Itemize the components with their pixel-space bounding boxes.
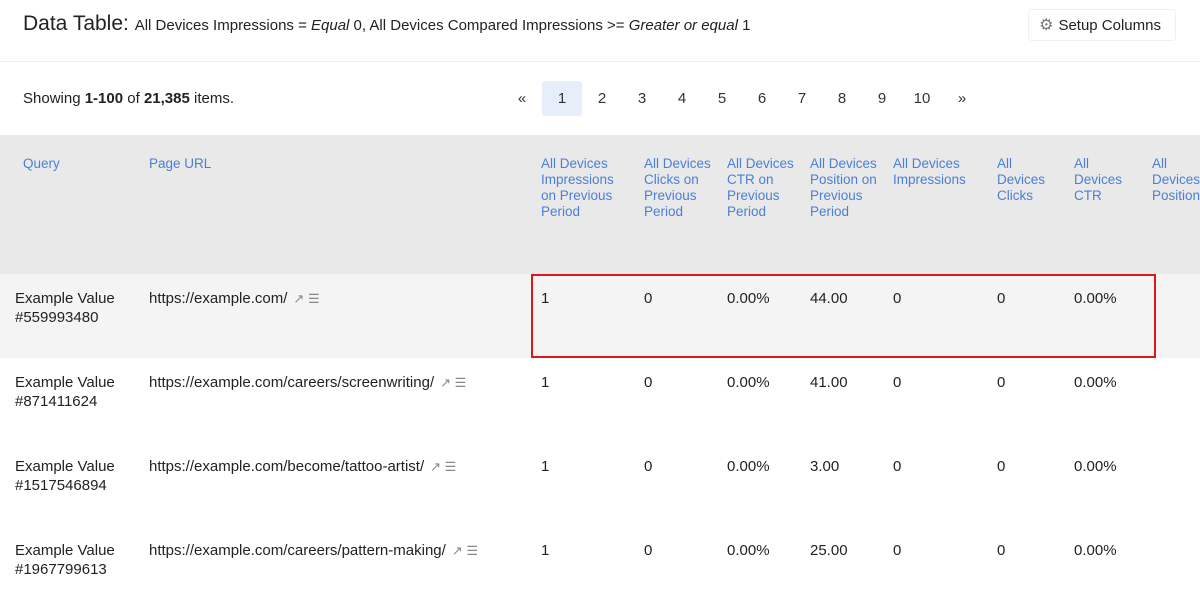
table-cell: 0.00% [727,542,770,559]
row-actions: ↗ ☰ [293,291,319,306]
table-cell: https://example.com/ ↗ ☰ [141,274,533,358]
table-cell: 1 [541,458,550,475]
table-cell: 25.00 [810,542,848,559]
table-row: Example Value #1517546894 https://example… [0,442,1200,526]
table-cell: 0 [989,274,1066,358]
setup-columns-label: Setup Columns [1058,16,1161,34]
table-cell [1144,526,1200,610]
page-9[interactable]: 9 [877,90,887,107]
table-cell: 3.00 [810,458,840,475]
table-cell: 1 [533,274,636,358]
page-title: Data Table: All Devices Impressions = Eq… [23,12,751,35]
page-4[interactable]: 4 [677,90,687,107]
header-bar: Data Table: All Devices Impressions = Eq… [0,0,1200,62]
data-table: Query Page URL All Devices Impressions on … [0,135,1200,610]
table-cell: Example Value #871411624 [15,374,115,410]
setup-columns-button[interactable]: ⚙ Setup Columns [1028,9,1176,41]
table-cell: 0 [885,274,989,358]
external-link-icon[interactable]: ↗ [451,543,463,558]
menu-icon[interactable]: ☰ [444,459,457,474]
table-cell: 0 [893,458,902,475]
table-cell: 1 [541,542,550,559]
pagination-next[interactable]: » [957,90,967,107]
table-cell: https://example.com/become/tattoo-artist… [141,442,533,526]
external-link-icon[interactable]: ↗ [430,459,442,474]
items-summary: Showing 1-100 of 21,385 items. [23,90,235,107]
table-row: Example Value #871411624 https://example.… [0,358,1200,442]
page-6[interactable]: 6 [757,90,767,107]
table-cell: 0.00% [1074,542,1117,559]
column-header[interactable]: All Devices CTR [1066,135,1144,274]
gear-icon: ⚙ [1039,17,1054,34]
row-actions: ↗ ☰ [430,459,456,474]
page-url-link[interactable]: https://example.com/ [149,290,288,307]
table-cell [1144,274,1200,358]
table-cell: 0 [997,374,1006,391]
table-row: Example Value #559993480 https://example.… [0,274,1200,358]
column-header[interactable]: All Devices Position on Previous Period [802,135,885,274]
table-cell: 0 [997,542,1006,559]
row-actions: ↗ ☰ [440,375,466,390]
column-header[interactable]: All Devices Clicks [989,135,1066,274]
table-cell [1144,442,1200,526]
page-7[interactable]: 7 [797,90,807,107]
table-cell: https://example.com/careers/screenwritin… [141,358,533,442]
page-8[interactable]: 8 [837,90,847,107]
table-cell: 44.00 [802,274,885,358]
table-cell: 0 [636,274,719,358]
external-link-icon[interactable]: ↗ [440,375,452,390]
filter-description: All Devices Impressions = Equal 0, All D… [134,17,751,34]
table-cell: 0 [893,374,902,391]
column-header[interactable]: All Devices Impressions on Previous Peri… [533,135,636,274]
menu-icon[interactable]: ☰ [307,291,320,306]
table-cell: 0.00% [1074,458,1117,475]
external-link-icon[interactable]: ↗ [293,291,305,306]
page-1[interactable]: 1 [542,81,582,116]
column-header[interactable]: Query [0,135,141,274]
page-url-link[interactable]: https://example.com/careers/screenwritin… [149,374,435,391]
page-3[interactable]: 3 [637,90,647,107]
table-row: Example Value #1967799613 https://example… [0,526,1200,610]
column-header[interactable]: All Devices Clicks on Previous Period [636,135,719,274]
page-10[interactable]: 10 [913,90,931,107]
pagination: « 1 2 3 4 5 6 7 8 9 10 » [502,81,982,116]
table-cell: https://example.com/careers/pattern-maki… [141,526,533,610]
page-url-link[interactable]: https://example.com/become/tattoo-artist… [149,458,425,475]
table-cell: Example Value #559993480 [0,274,141,358]
table-cell: 0 [644,458,653,475]
table-cell: 1 [541,374,550,391]
table-cell: 41.00 [810,374,848,391]
table-cell: 0 [644,374,653,391]
menu-icon[interactable]: ☰ [454,375,467,390]
menu-icon[interactable]: ☰ [466,543,478,558]
table-cell: Example Value #1967799613 [15,542,115,578]
page-url-link[interactable]: https://example.com/careers/pattern-maki… [149,542,446,559]
column-header[interactable]: All Devices CTR on Previous Period [719,135,802,274]
column-header[interactable]: Page URL [141,135,533,274]
table-cell: 0.00% [1066,274,1144,358]
table-cell [1144,358,1200,442]
table-cell: 0.00% [727,374,770,391]
page-2[interactable]: 2 [597,90,607,107]
row-actions: ↗ ☰ [452,543,478,558]
column-header[interactable]: All Devices Impressions [885,135,989,274]
column-header[interactable]: All Devices Position [1144,135,1200,274]
table-cell: 0 [644,542,653,559]
table-cell: 0.00% [719,274,802,358]
table-cell: Example Value #1517546894 [15,458,115,494]
table-cell: 0.00% [1074,374,1117,391]
pagination-prev[interactable]: « [517,90,527,107]
page-5[interactable]: 5 [717,90,727,107]
table-cell: 0 [997,458,1006,475]
table-cell: 0.00% [727,458,770,475]
table-cell: 0 [893,542,902,559]
